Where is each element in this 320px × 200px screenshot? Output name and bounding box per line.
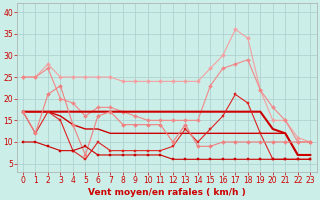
X-axis label: Vent moyen/en rafales ( km/h ): Vent moyen/en rafales ( km/h ) [88,188,245,197]
